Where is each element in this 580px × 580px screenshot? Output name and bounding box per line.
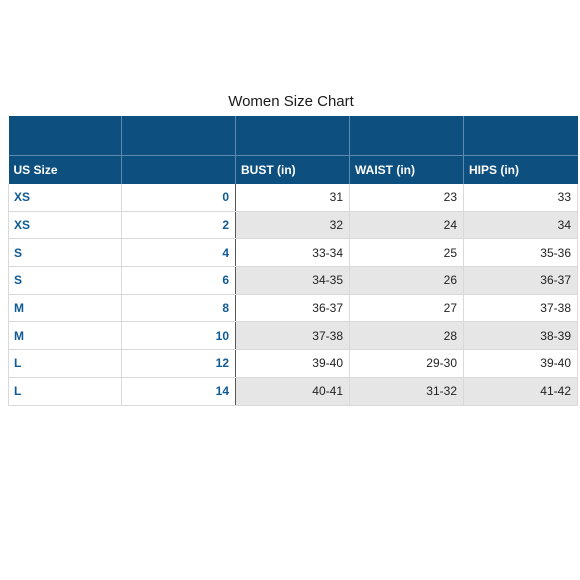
us-size-number: 10 [121,321,236,351]
bust-value: 32 [235,211,350,240]
waist-value: 31-32 [349,377,464,406]
hips-value: 41-42 [463,377,578,406]
header-spacer-cell [463,116,578,156]
bust-value: 36-37 [235,294,350,323]
us-size-number: 0 [121,184,236,212]
hips-value: 33 [463,184,578,212]
table-row: L 12 39-40 29-30 39-40 [8,349,578,378]
size-letter: XS [8,184,122,212]
us-size-number: 4 [121,238,236,268]
size-letter: L [8,349,122,378]
size-letter: L [8,377,122,406]
header-hips: HIPS (in) [463,155,578,184]
us-size-number: 6 [121,266,236,295]
size-table: US Size BUST (in) WAIST (in) HIPS (in) X… [8,116,578,406]
header-row: US Size BUST (in) WAIST (in) HIPS (in) [8,155,578,184]
size-letter: XS [8,211,122,240]
header-spacer-cell [121,116,236,156]
bust-value: 34-35 [235,266,350,295]
chart-title: Women Size Chart [228,93,354,110]
hips-value: 37-38 [463,294,578,323]
us-size-number: 8 [121,294,236,323]
us-size-number: 2 [121,211,236,240]
size-letter: S [8,266,122,295]
table-row: S 4 33-34 25 35-36 [8,238,578,268]
header-spacer-cell [349,116,464,156]
size-letter: S [8,238,122,268]
header-us-size: US Size [8,155,122,184]
table-row: L 14 40-41 31-32 41-42 [8,377,578,406]
bust-value: 40-41 [235,377,350,406]
waist-value: 29-30 [349,349,464,378]
hips-value: 35-36 [463,238,578,268]
header-us-number [121,155,236,184]
waist-value: 23 [349,184,464,212]
hips-value: 34 [463,211,578,240]
size-letter: M [8,321,122,351]
us-size-number: 12 [121,349,236,378]
waist-value: 28 [349,321,464,351]
hips-value: 38-39 [463,321,578,351]
bust-value: 39-40 [235,349,350,378]
header-bust: BUST (in) [235,155,350,184]
header-spacer-cell [8,116,122,156]
table-row: XS 0 31 23 33 [8,184,578,212]
table-row: S 6 34-35 26 36-37 [8,266,578,295]
bust-value: 37-38 [235,321,350,351]
table-row: XS 2 32 24 34 [8,211,578,240]
waist-value: 27 [349,294,464,323]
bust-value: 31 [235,184,350,212]
waist-value: 24 [349,211,464,240]
header-waist: WAIST (in) [349,155,464,184]
hips-value: 39-40 [463,349,578,378]
waist-value: 25 [349,238,464,268]
table-row: M 8 36-37 27 37-38 [8,294,578,323]
waist-value: 26 [349,266,464,295]
size-letter: M [8,294,122,323]
header-spacer-row [8,116,578,156]
us-size-number: 14 [121,377,236,406]
bust-value: 33-34 [235,238,350,268]
hips-value: 36-37 [463,266,578,295]
header-spacer-cell [235,116,350,156]
table-row: M 10 37-38 28 38-39 [8,321,578,351]
